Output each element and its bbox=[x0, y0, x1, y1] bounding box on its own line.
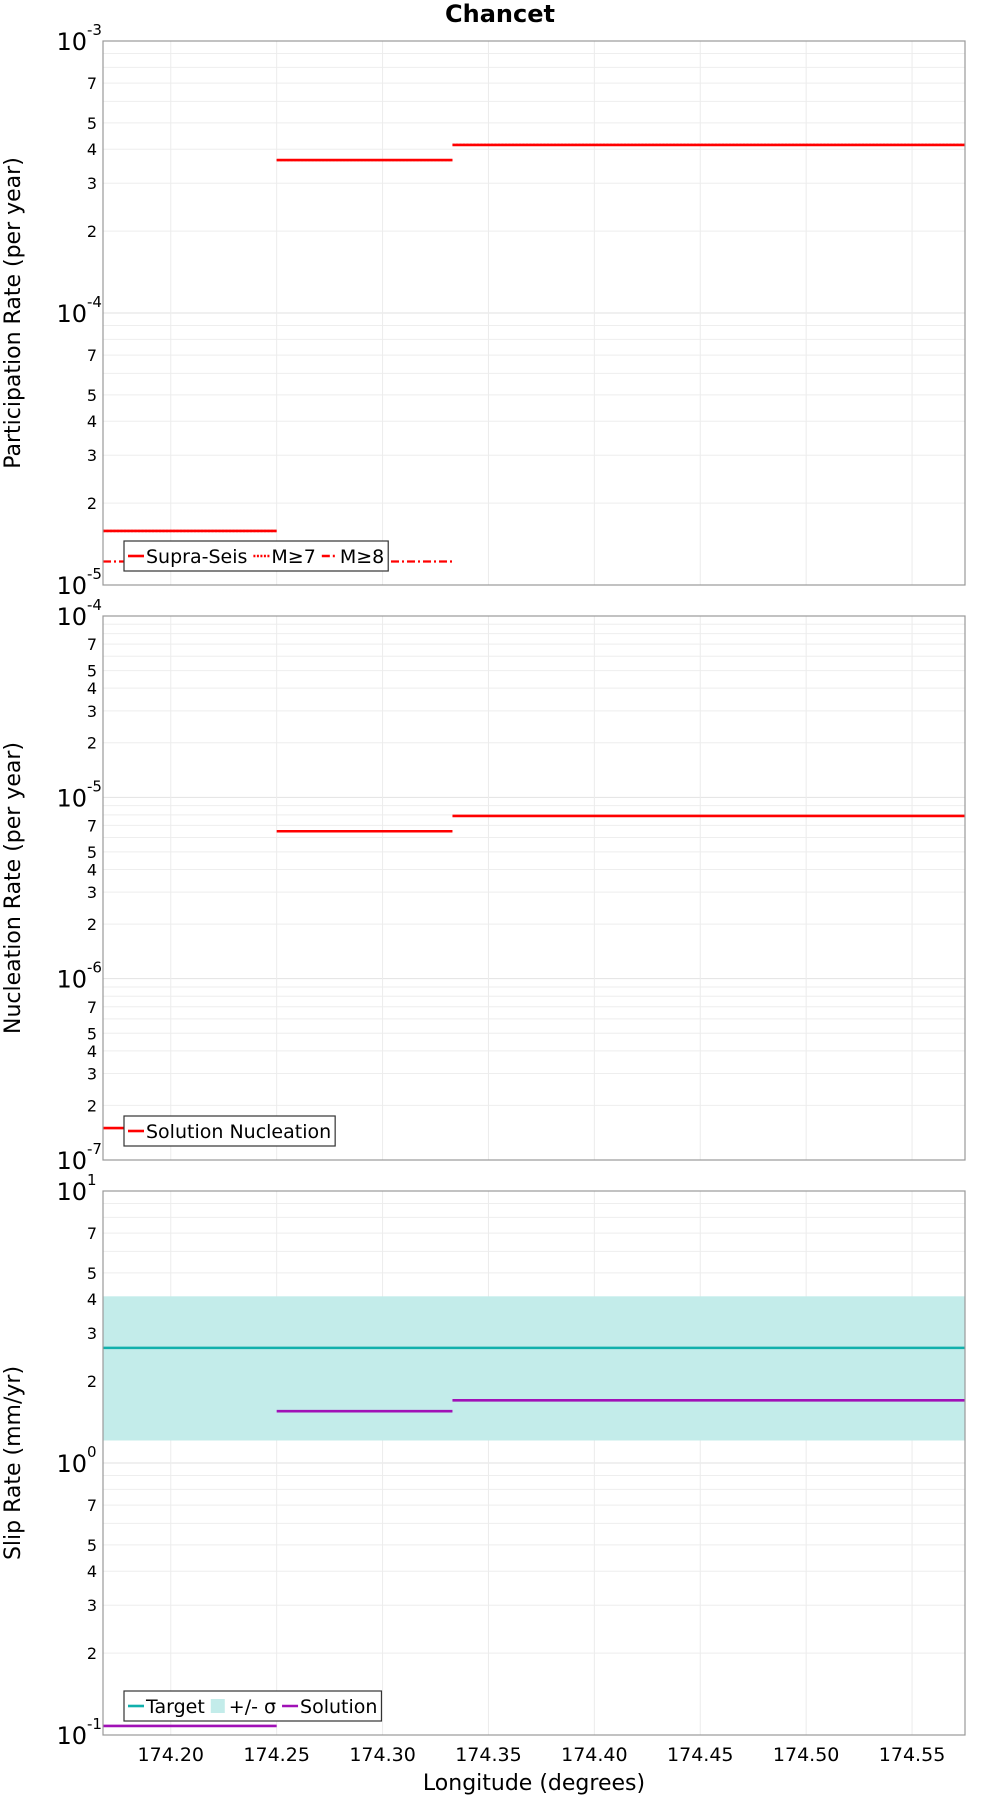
y-tick-label-minor: 7 bbox=[87, 74, 97, 93]
y-tick-label-minor: 2 bbox=[87, 915, 97, 934]
y-tick-exponent: -5 bbox=[87, 777, 102, 795]
legend-label: +/- σ bbox=[229, 1696, 276, 1718]
y-tick-label: 10 bbox=[56, 28, 87, 56]
y-tick-label-minor: 3 bbox=[87, 446, 97, 465]
x-tick-label: 174.35 bbox=[455, 1744, 521, 1766]
legend-box bbox=[123, 1690, 383, 1722]
legend-box bbox=[123, 540, 389, 572]
y-tick-label-minor: 7 bbox=[87, 1496, 97, 1515]
x-tick-label: 174.20 bbox=[138, 1744, 204, 1766]
y-tick-label-minor: 3 bbox=[87, 1064, 97, 1083]
y-tick-exponent: -3 bbox=[87, 21, 102, 39]
y-tick-label: 10 bbox=[56, 1147, 87, 1175]
y-tick-exponent: 0 bbox=[87, 1443, 97, 1461]
legend: Solution Nucleation bbox=[123, 1115, 336, 1147]
y-tick-label-minor: 2 bbox=[87, 1644, 97, 1663]
plot-frame bbox=[102, 615, 966, 1161]
x-tick-label: 174.55 bbox=[879, 1744, 945, 1766]
y-tick-exponent: -4 bbox=[87, 293, 102, 311]
legend-box bbox=[123, 1115, 336, 1147]
y-tick-label-minor: 3 bbox=[87, 1596, 97, 1615]
x-tick-label: 174.40 bbox=[561, 1744, 627, 1766]
y-axis-label: Participation Rate (per year) bbox=[1, 157, 26, 469]
plot-frame bbox=[102, 1190, 966, 1736]
y-tick-label-minor: 4 bbox=[87, 1042, 97, 1061]
y-tick-label-minor: 3 bbox=[87, 883, 97, 902]
y-tick-exponent: -4 bbox=[87, 596, 102, 614]
y-tick-label-minor: 4 bbox=[87, 1562, 97, 1581]
y-tick-label: 10 bbox=[56, 784, 87, 812]
y-tick-label-minor: 5 bbox=[87, 843, 97, 862]
legend-swatch bbox=[210, 1699, 225, 1713]
y-tick-label: 10 bbox=[56, 966, 87, 994]
plot-frame bbox=[102, 40, 966, 586]
y-tick-label-minor: 3 bbox=[87, 702, 97, 721]
legend-label: Solution bbox=[300, 1696, 377, 1718]
y-tick-label-minor: 4 bbox=[87, 412, 97, 431]
y-tick-label-minor: 2 bbox=[87, 222, 97, 241]
y-tick-label-minor: 5 bbox=[87, 1264, 97, 1283]
y-tick-label-minor: 4 bbox=[87, 860, 97, 879]
y-tick-label-minor: 7 bbox=[87, 1224, 97, 1243]
y-tick-label-minor: 7 bbox=[87, 816, 97, 835]
legend-label: M≥7 bbox=[271, 546, 315, 568]
y-tick-label-minor: 7 bbox=[87, 998, 97, 1017]
y-tick-label: 10 bbox=[56, 572, 87, 600]
y-tick-label-minor: 5 bbox=[87, 386, 97, 405]
chart-title: Chancet bbox=[445, 0, 555, 28]
y-tick-exponent: -6 bbox=[87, 959, 102, 977]
x-tick-label: 174.45 bbox=[667, 1744, 733, 1766]
y-tick-label-minor: 4 bbox=[87, 140, 97, 159]
y-tick-label-minor: 5 bbox=[87, 114, 97, 133]
x-tick-label: 174.50 bbox=[773, 1744, 839, 1766]
y-tick-label: 10 bbox=[56, 300, 87, 328]
x-tick-label: 174.30 bbox=[349, 1744, 415, 1766]
y-tick-label-minor: 2 bbox=[87, 734, 97, 753]
y-tick-label-minor: 4 bbox=[87, 1290, 97, 1309]
y-tick-label-minor: 4 bbox=[87, 679, 97, 698]
y-tick-exponent: -5 bbox=[87, 565, 102, 583]
y-tick-exponent: -7 bbox=[87, 1140, 102, 1158]
y-tick-label: 10 bbox=[56, 1178, 87, 1206]
y-tick-label: 10 bbox=[56, 1722, 87, 1750]
y-tick-label-minor: 5 bbox=[87, 1536, 97, 1555]
y-axis-label: Nucleation Rate (per year) bbox=[1, 742, 26, 1034]
legend: Target +/- σ Solution bbox=[123, 1690, 383, 1722]
y-tick-label-minor: 7 bbox=[87, 635, 97, 654]
y-tick-label-minor: 2 bbox=[87, 1096, 97, 1115]
legend-label: M≥8 bbox=[340, 546, 384, 568]
y-tick-exponent: -1 bbox=[87, 1715, 102, 1733]
y-tick-label-minor: 3 bbox=[87, 1324, 97, 1343]
y-tick-label-minor: 7 bbox=[87, 346, 97, 365]
legend-label: Supra-Seis bbox=[146, 546, 247, 568]
legend: Supra-Seis M≥7 M≥8 bbox=[123, 540, 389, 572]
y-tick-label-minor: 2 bbox=[87, 1372, 97, 1391]
y-axis-label: Slip Rate (mm/yr) bbox=[1, 1366, 26, 1560]
y-tick-label: 10 bbox=[56, 603, 87, 631]
y-tick-label-minor: 5 bbox=[87, 662, 97, 681]
x-tick-label: 174.25 bbox=[243, 1744, 309, 1766]
y-tick-exponent: 1 bbox=[87, 1171, 97, 1189]
y-tick-label-minor: 3 bbox=[87, 174, 97, 193]
legend-label: Solution Nucleation bbox=[146, 1121, 331, 1143]
y-tick-label: 10 bbox=[56, 1450, 87, 1478]
x-axis-label: Longitude (degrees) bbox=[423, 1771, 645, 1796]
band-sigma bbox=[103, 1296, 965, 1441]
y-tick-label-minor: 2 bbox=[87, 494, 97, 513]
legend-label: Target bbox=[145, 1696, 205, 1718]
y-tick-label-minor: 5 bbox=[87, 1024, 97, 1043]
